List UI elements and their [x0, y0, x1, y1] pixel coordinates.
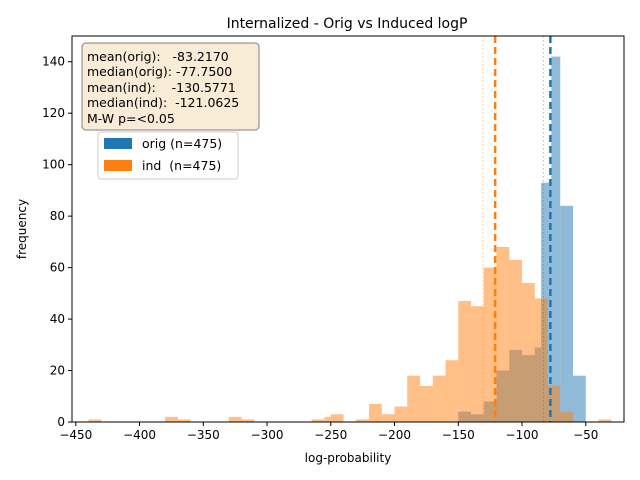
bar-ind	[509, 259, 523, 422]
legend-label-ind: ind (n=475)	[142, 158, 221, 173]
bar-ind	[483, 267, 497, 422]
bar-ind	[177, 419, 191, 422]
plot-frame	[71, 35, 625, 423]
bar-ind	[432, 375, 446, 422]
bar-ind	[420, 385, 433, 422]
bar-ind	[356, 419, 370, 422]
y-axis-ticks: 0 20 40 60 80 100 120 140	[42, 55, 72, 429]
y-tick-label: 80	[50, 209, 65, 223]
x-tick-label: −300	[251, 428, 284, 442]
bar-ind	[445, 360, 459, 422]
stat-lines-layer	[482, 36, 552, 422]
bar-ind	[534, 298, 548, 422]
legend: orig (n=475) ind (n=475)	[97, 131, 239, 180]
y-tick-label: 100	[42, 158, 65, 172]
legend-swatch-ind	[104, 160, 132, 171]
x-tick-label: −450	[59, 428, 92, 442]
y-axis-label: frequency	[15, 199, 29, 259]
bar-orig	[573, 375, 586, 422]
bar-ind	[369, 403, 382, 422]
bar-ind	[496, 247, 510, 422]
x-tick-label: −150	[442, 428, 475, 442]
bar-ind	[330, 414, 344, 422]
bar-orig	[551, 56, 561, 422]
x-tick-label: −100	[506, 428, 539, 442]
bar-ind	[311, 419, 325, 422]
bar-ind	[165, 416, 178, 422]
bar-ind	[522, 283, 535, 422]
y-tick-label: 0	[57, 415, 65, 429]
stats-line: mean(ind): -130.5771	[87, 80, 236, 95]
legend-label-orig: orig (n=475)	[142, 136, 222, 151]
y-tick-label: 60	[50, 261, 65, 275]
bar-ind	[241, 419, 255, 422]
bar-ind	[88, 419, 102, 422]
stats-line: M-W p=<0.05	[87, 111, 175, 126]
y-tick-label: 20	[50, 364, 65, 378]
stats-line: median(orig): -77.7500	[87, 64, 232, 79]
bar-ind	[394, 406, 408, 422]
bar-ind	[228, 416, 242, 422]
bar-ind	[471, 306, 484, 422]
bar-ind	[381, 414, 395, 422]
bar-ind	[560, 411, 574, 422]
y-tick-label: 140	[42, 55, 65, 69]
x-tick-label: −50	[573, 428, 598, 442]
x-axis-label: log-probability	[305, 451, 392, 465]
x-tick-label: −350	[187, 428, 220, 442]
stats-line: mean(orig): -83.2170	[87, 49, 229, 64]
x-tick-label: −400	[123, 428, 156, 442]
stats-line: median(ind): -121.0625	[87, 95, 239, 110]
x-axis-ticks: −450 −400 −350 −300 −250 −200 −150 −100 −50	[59, 422, 598, 442]
bar-ind	[407, 375, 421, 422]
bar-ind	[458, 301, 472, 422]
bar-ind	[324, 416, 331, 422]
stats-box: mean(orig): -83.2170 median(orig): -77.7…	[81, 42, 260, 131]
bar-orig	[560, 205, 574, 422]
chart-title: Internalized - Orig vs Induced logP	[227, 16, 468, 32]
bar-ind	[598, 419, 612, 422]
x-tick-label: −250	[314, 428, 347, 442]
y-tick-label: 40	[50, 312, 65, 326]
y-tick-label: 120	[42, 106, 65, 120]
x-tick-label: −200	[378, 428, 411, 442]
legend-swatch-orig	[104, 138, 132, 149]
